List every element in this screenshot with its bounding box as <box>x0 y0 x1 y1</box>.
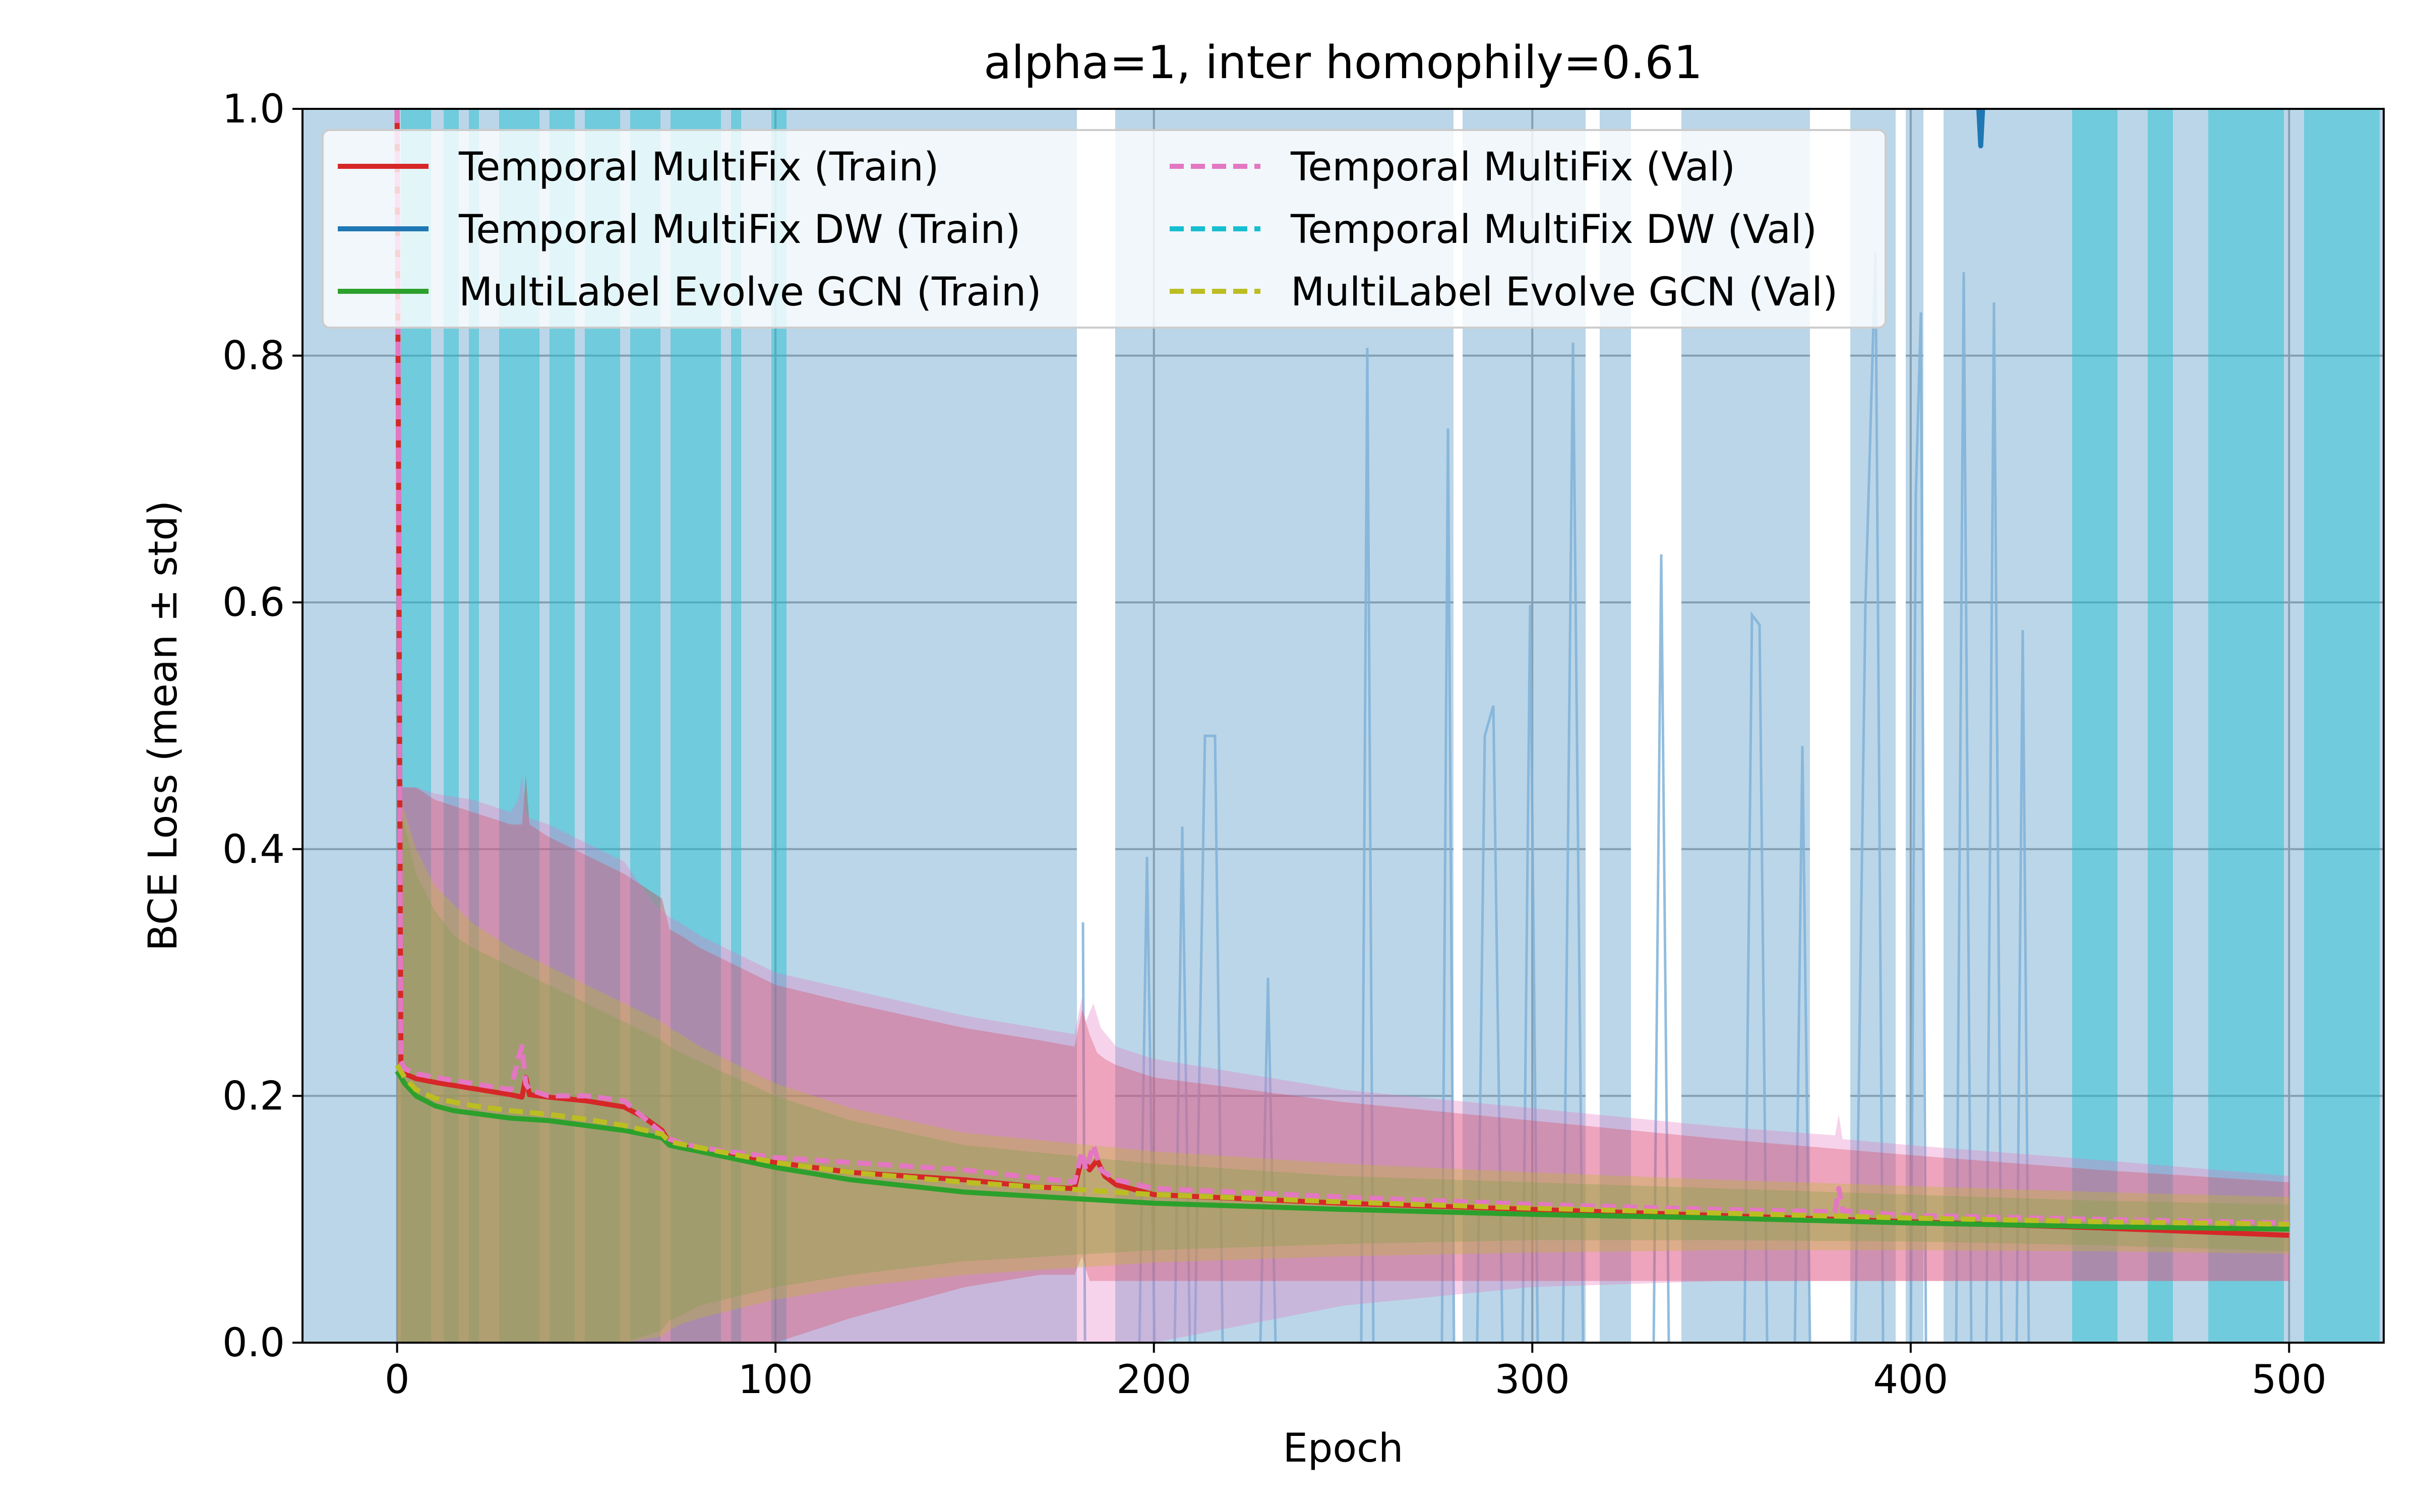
legend: Temporal MultiFix (Train) Temporal MultiF… <box>322 129 1887 329</box>
x-axis: 0 100 200 300 400 500 <box>385 1343 2327 1403</box>
legend-label: MultiLabel Evolve GCN (Train) <box>459 270 1042 315</box>
temporal-multifix-train-std-band <box>397 109 2289 1343</box>
dw-val-std-band <box>401 109 2380 1343</box>
temporal-multifix-val-std-band <box>397 109 2289 1343</box>
temporal-multifix-dw-train-line <box>1976 109 1985 149</box>
legend-label: Temporal MultiFix (Val) <box>1290 145 1735 190</box>
multilabel-evolve-gcn-train-std-band <box>397 799 2289 1343</box>
multilabel-evolve-gcn-val-std-band <box>397 787 2289 1343</box>
multilabel-evolve-gcn-train-line <box>395 1069 2289 1232</box>
legend-label: Temporal MultiFix DW (Val) <box>1290 207 1817 253</box>
legend-label: Temporal MultiFix (Train) <box>458 145 939 190</box>
x-tick-label: 0 <box>385 1357 410 1403</box>
y-axis-label: BCE Loss (mean ± std) <box>141 500 186 951</box>
x-tick-label: 300 <box>1495 1357 1570 1403</box>
x-axis-label: Epoch <box>1283 1426 1404 1471</box>
x-tick-label: 200 <box>1116 1357 1191 1403</box>
y-tick-label: 0.8 <box>222 334 285 379</box>
x-tick-label: 500 <box>2252 1357 2327 1403</box>
y-tick-label: 0.0 <box>222 1320 285 1366</box>
chart-title: alpha=1, inter homophily=0.61 <box>984 36 1703 89</box>
dw-train-std-spikes <box>1081 251 2030 1343</box>
plot-frame <box>301 108 2385 1344</box>
y-tick-label: 0.6 <box>222 580 285 625</box>
y-tick-label: 0.2 <box>222 1074 285 1119</box>
x-tick-label: 400 <box>1873 1357 1948 1403</box>
y-tick-label: 0.4 <box>222 827 285 872</box>
y-tick-label: 1.0 <box>222 87 285 132</box>
x-tick-label: 100 <box>738 1357 813 1403</box>
legend-label: MultiLabel Evolve GCN (Val) <box>1291 270 1838 315</box>
legend-label: Temporal MultiFix DW (Train) <box>458 207 1020 253</box>
y-axis: 0.0 0.2 0.4 0.6 0.8 1.0 <box>222 87 302 1366</box>
legend-box <box>322 129 1887 329</box>
multilabel-evolve-gcn-val-line <box>395 1063 2289 1227</box>
